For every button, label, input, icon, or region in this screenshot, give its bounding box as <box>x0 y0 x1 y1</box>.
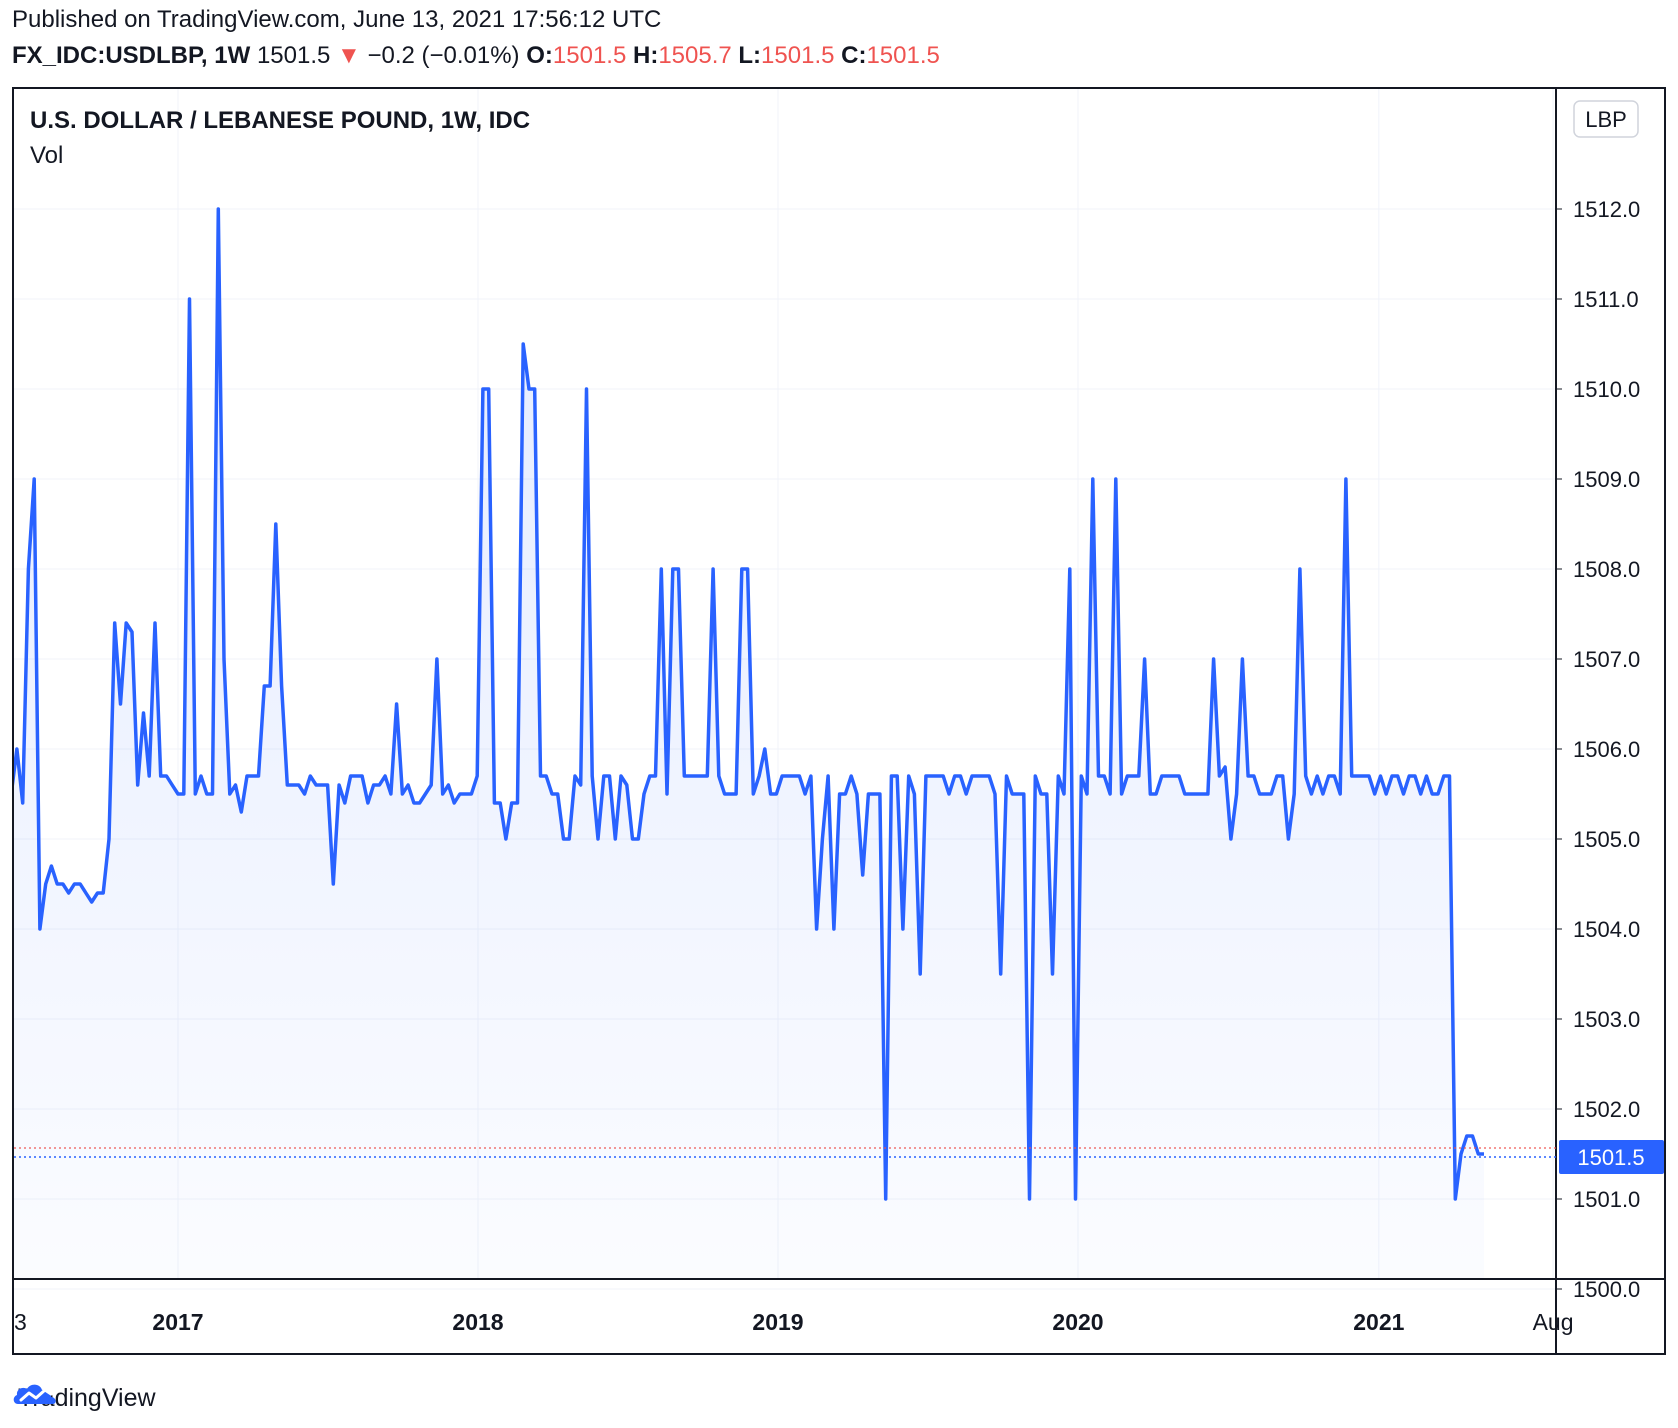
x-tick-label: 3 <box>14 1309 27 1335</box>
y-tick-label: 1503.0 <box>1573 1007 1640 1032</box>
y-tick-label: 1502.0 <box>1573 1097 1640 1122</box>
x-tick-label: 2019 <box>752 1309 803 1335</box>
close-value: 1501.5 <box>866 42 940 69</box>
y-tick-label: 1507.0 <box>1573 647 1640 672</box>
currency-badge-label: LBP <box>1585 107 1627 132</box>
y-tick-label: 1504.0 <box>1573 917 1640 942</box>
published-note: Published on TradingView.com, June 13, 2… <box>12 6 662 33</box>
last-price: 1501.5 <box>256 42 331 69</box>
last-price-tag <box>1559 1140 1664 1174</box>
y-tick-label: 1510.0 <box>1573 377 1640 402</box>
y-tick-label: 1506.0 <box>1573 737 1640 762</box>
series-area-fill <box>14 209 1484 1279</box>
symbol-name[interactable]: FX_IDC:USDLBP, 1W <box>12 42 251 69</box>
high-value: 1505.7 <box>658 42 732 69</box>
tradingview-logo[interactable]: TradingView <box>12 1378 156 1418</box>
series-line <box>14 207 1484 1201</box>
x-tick-label: Aug <box>1533 1309 1574 1335</box>
low-value: 1501.5 <box>761 42 835 69</box>
y-tick-label: 1508.0 <box>1573 557 1640 582</box>
y-tick-label: 1511.0 <box>1573 287 1639 312</box>
chart-frame[interactable] <box>12 87 1666 1355</box>
last-price-tag-label: 1501.5 <box>1577 1145 1644 1170</box>
x-tick-label: 2021 <box>1353 1309 1404 1335</box>
chart-legend-title[interactable]: U.S. DOLLAR / LEBANESE POUND, 1W, IDC <box>30 107 530 134</box>
x-tick-label: 2020 <box>1052 1309 1103 1335</box>
y-tick-label: 1500.0 <box>1573 1277 1640 1302</box>
volume-legend[interactable]: Vol <box>30 142 63 169</box>
symbol-quote-line: FX_IDC:USDLBP, 1W 1501.5 ▼ −0.2 (−0.01%)… <box>12 42 940 70</box>
y-tick-label: 1501.0 <box>1573 1187 1640 1212</box>
close-label: C: <box>841 42 867 69</box>
tradingview-cloud-icon <box>13 1384 56 1404</box>
y-tick-label: 1512.0 <box>1573 197 1640 222</box>
currency-badge[interactable] <box>1573 100 1639 138</box>
open-value: 1501.5 <box>552 42 627 69</box>
price-change: −0.2 (−0.01%) <box>367 42 520 69</box>
x-tick-label: 2018 <box>452 1309 503 1335</box>
open-label: O: <box>526 42 553 69</box>
down-arrow-icon: ▼ <box>337 42 361 69</box>
x-tick-label: 2017 <box>152 1309 203 1335</box>
y-tick-label: 1509.0 <box>1573 467 1640 492</box>
y-tick-label: 1505.0 <box>1573 827 1640 852</box>
low-label: L: <box>738 42 762 69</box>
high-label: H: <box>632 42 659 69</box>
